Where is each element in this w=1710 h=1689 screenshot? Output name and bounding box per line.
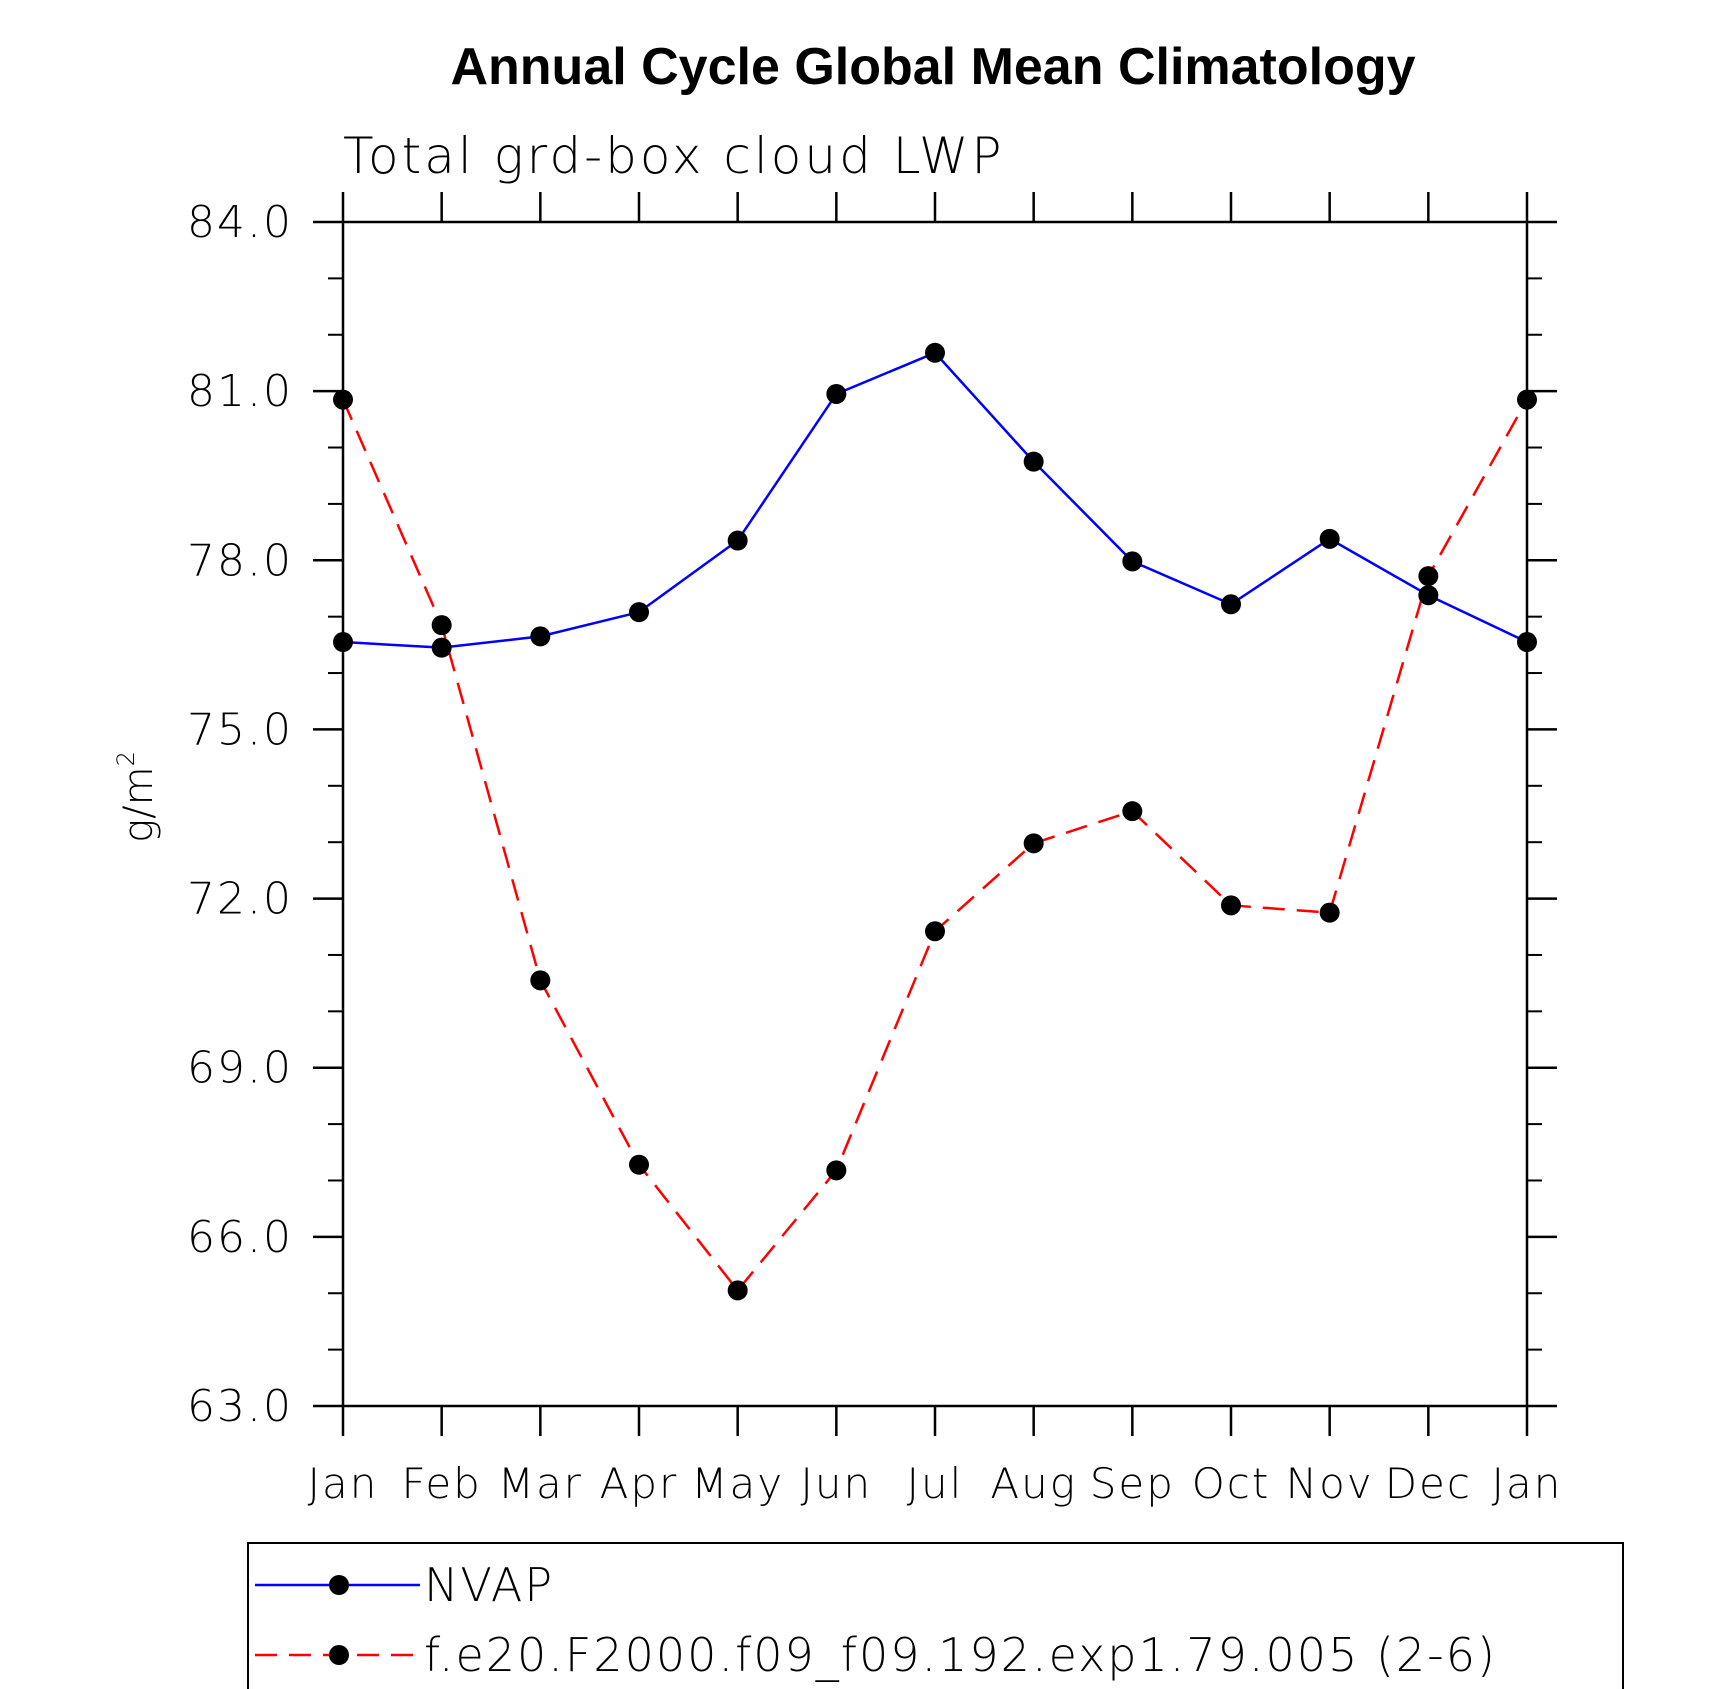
series-2-point [727,1280,748,1301]
x-tick-label: Jan [308,1459,379,1508]
series-1-point [1122,551,1143,572]
legend-marker-2 [329,1645,349,1665]
x-tick-label: Mar [498,1459,583,1508]
x-tick-label: Jul [907,1459,964,1508]
series-1-point [333,632,353,653]
series-2-point [826,1160,847,1181]
x-tick-label: Feb [401,1459,481,1508]
series-2-point [1122,801,1143,822]
series-1-point [1023,451,1044,472]
y-tick-label: 75.0 [187,704,293,755]
series-group [333,342,1537,1301]
series-2-point [530,970,551,991]
legend: NVAP f.e20.F2000.f09_f09.192.exp1.79.005 … [247,1542,1624,1689]
series-2-point [925,921,945,942]
legend-box [247,1542,1624,1689]
series-2-point [1319,902,1340,923]
axes: 63.0 66.0 69.0 72.0 75.0 78.0 81.0 84.0 Jan Feb Ma… [187,192,1563,1508]
series-1-point [727,530,748,551]
y-tick-label: 63.0 [187,1381,293,1432]
y-axis-label: g/m2 [112,751,162,843]
series-2-point [629,1154,649,1175]
y-tick-label: 81.0 [187,366,293,417]
series-2-point [431,615,452,636]
x-tick-label: Jan [1492,1459,1563,1508]
y-axis-label-base: g/m [116,766,162,842]
x-tick-label: May [691,1459,784,1508]
series-1-point [1418,585,1439,606]
series-1-point [1319,528,1340,549]
series-2-point [1418,566,1439,587]
y-axis-label-sup: 2 [112,751,140,766]
x-tick-label: Jun [801,1459,873,1508]
series-1-point [530,626,551,647]
y-tick-label: 84.0 [187,197,293,248]
chart-title: Annual Cycle Global Mean Climatology [450,38,1415,96]
series-2-point [1023,833,1044,854]
series-2-point [333,389,353,410]
series-1-point [925,342,945,363]
x-tick-label: Sep [1090,1459,1175,1508]
x-tick-label: Dec [1385,1459,1472,1508]
x-tick-label: Apr [600,1459,679,1508]
series-1-point [1517,632,1537,653]
series-2-point [1221,895,1241,916]
series-1-point [1221,594,1241,615]
series-line-1 [342,351,1528,649]
y-tick-label: 69.0 [187,1043,293,1094]
legend-marker-1 [329,1575,349,1595]
plot-frame [341,220,1529,1408]
y-tick-label: 66.0 [187,1212,293,1263]
series-1-point [629,602,649,623]
x-tick-label: Nov [1286,1459,1374,1508]
series-1-point [826,383,847,404]
y-tick-label: 72.0 [187,874,293,925]
x-tick-label: Aug [990,1459,1077,1508]
legend-label-2: f.e20.F2000.f09_f09.192.exp1.79.005 (2-6… [424,1628,1497,1682]
y-tick-label: 78.0 [187,535,293,586]
series-2-point [1517,389,1537,410]
chart-subtitle: Total grd-box cloud LWP [343,127,1005,185]
x-tick-label: Oct [1192,1459,1271,1508]
series-line-2 [341,398,1529,1293]
legend-label-1: NVAP [424,1558,554,1612]
series-1-point [431,637,452,658]
